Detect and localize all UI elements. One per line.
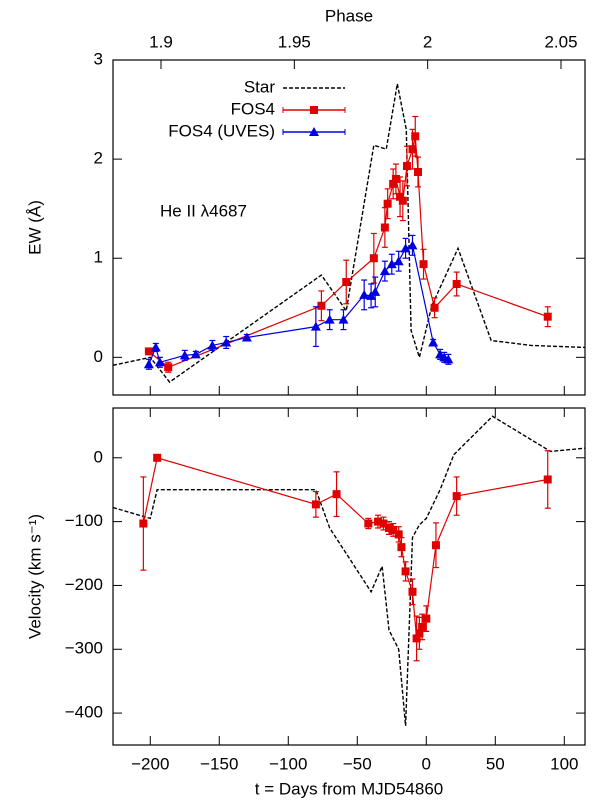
marker [543,312,552,321]
x2-tick-label: 2.05 [544,32,577,51]
plot-area [113,415,585,726]
x2-tick-label: 1.95 [278,32,311,51]
plot-frame [112,407,586,746]
marker [179,350,190,360]
plot-frame [112,59,586,396]
marker [428,337,439,347]
series-line [142,457,548,641]
marker [400,243,411,253]
series-line [148,244,449,365]
marker [139,519,148,528]
x-tick-label: −200 [131,754,169,773]
marker [190,349,201,359]
legend-label: FOS4 (UVES) [168,121,275,140]
marker [401,567,410,576]
y-tick-label: −300 [65,639,103,658]
marker [408,145,417,154]
x-tick-label: −100 [269,754,307,773]
legend-label: FOS4 [231,99,275,118]
marker [422,614,431,623]
marker [443,354,454,364]
marker [324,314,335,324]
marker [310,321,321,331]
x-tick-label: 0 [422,754,431,773]
y-tick-label: 3 [94,49,103,68]
marker [389,525,398,534]
marker [154,357,165,367]
marker [364,519,373,528]
marker [373,517,382,526]
marker [143,359,154,369]
marker [389,179,398,188]
y-tick-label: −400 [65,703,103,722]
x-tick-label: 50 [486,754,505,773]
marker [241,332,252,342]
marker [419,260,428,269]
x2-axis-title: Phase [325,6,373,25]
marker [411,132,420,141]
marker [379,266,390,276]
y-tick-label: 2 [94,149,103,168]
marker [398,196,407,205]
marker [408,587,417,596]
legend-label: Star [244,77,276,96]
marker [164,363,173,372]
marker [414,167,423,176]
marker [359,289,370,299]
marker [402,162,411,171]
marker [380,223,389,232]
marker [543,475,552,484]
x2-tick-label: 1.9 [149,32,173,51]
marker [431,541,440,550]
annotation: He II λ4687 [160,201,247,220]
marker [418,622,427,631]
panel: 0 1 2 3 1.9 1.95 2 2.05 Phase EW (Å) He II λ4687 St… [25,6,586,396]
marker [310,106,318,114]
y-axis-title: EW (Å) [25,200,44,255]
marker [338,314,349,324]
marker [311,500,320,509]
marker [332,490,341,499]
x-tick-label: 100 [550,754,578,773]
x2-tick-label: 2 [423,32,432,51]
marker [397,543,406,552]
marker [407,240,418,250]
marker [370,286,381,296]
y-axis-title: Velocity (km s⁻¹) [25,514,44,639]
marker [317,301,326,310]
y-tick-label: −200 [65,575,103,594]
marker [430,303,439,312]
marker [383,199,392,208]
marker [452,492,461,501]
marker [309,127,319,136]
panel: −400 −300 −200 −100 0 −200 −150 −100 −50 0 50 100 t … [25,407,586,798]
marker [412,634,421,643]
marker [150,342,161,352]
marker [415,629,424,638]
marker [394,530,403,539]
plot-area [113,83,585,384]
y-tick-label: 0 [94,347,103,366]
marker [385,523,394,532]
series-line [113,415,585,726]
marker [379,519,388,528]
marker [153,453,162,462]
marker [207,340,218,350]
x-tick-label: −50 [343,754,372,773]
x-tick-label: −150 [200,754,238,773]
y-tick-label: 0 [94,447,103,466]
x-axis-title: t = Days from MJD54860 [255,779,444,798]
marker [342,278,351,287]
marker [144,347,153,356]
marker [386,259,397,269]
marker [391,174,400,183]
marker [452,279,461,288]
y-tick-label: −100 [65,511,103,530]
series-line [113,83,585,384]
marker [221,337,232,347]
y-tick-label: 1 [94,248,103,267]
marker [369,254,378,263]
marker [393,256,404,266]
